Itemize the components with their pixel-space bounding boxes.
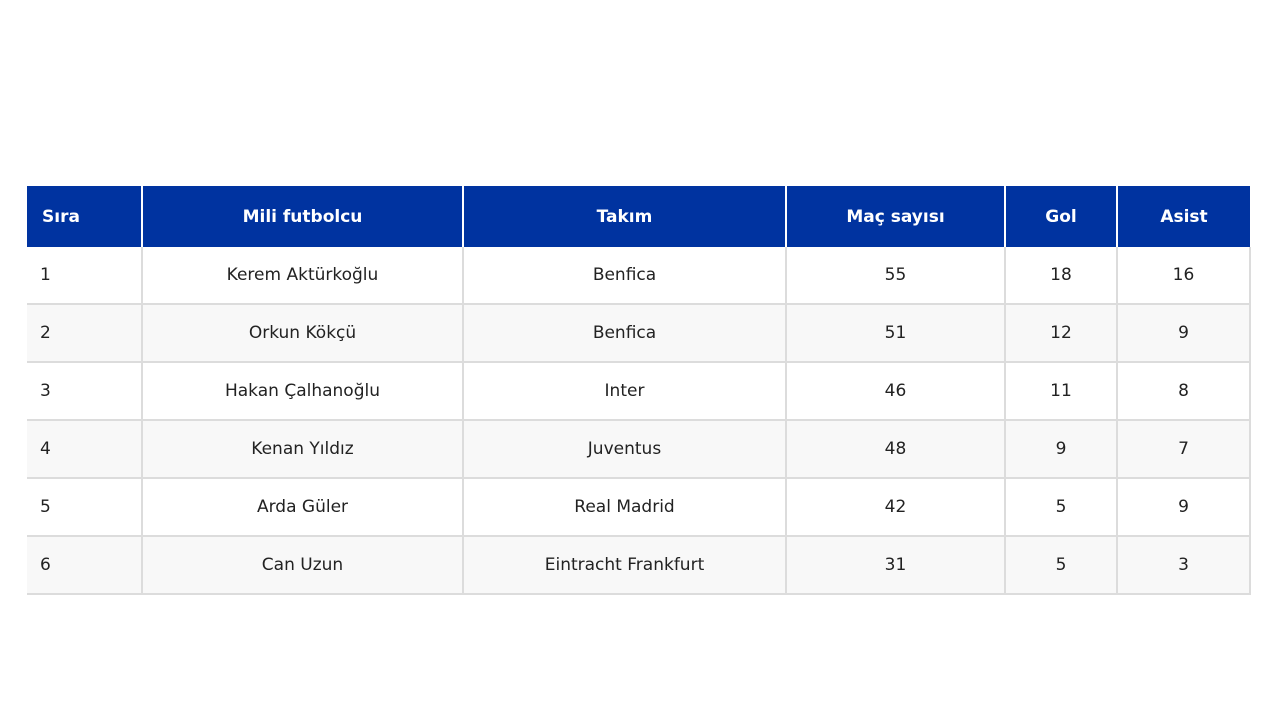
cell-goals: 12 bbox=[1004, 304, 1117, 363]
header-matches: Maç sayısı bbox=[785, 186, 1005, 247]
cell-team: Benfica bbox=[462, 304, 786, 363]
cell-matches: 51 bbox=[785, 304, 1005, 363]
cell-matches: 55 bbox=[785, 247, 1005, 305]
cell-matches: 48 bbox=[785, 420, 1005, 479]
cell-goals: 9 bbox=[1004, 420, 1117, 479]
cell-goals: 11 bbox=[1004, 362, 1117, 421]
cell-assists: 3 bbox=[1116, 536, 1251, 595]
table-row: 4 Kenan Yıldız Juventus 48 9 7 bbox=[27, 420, 1251, 479]
cell-rank: 2 bbox=[27, 304, 142, 363]
cell-player: Arda Güler bbox=[141, 478, 463, 537]
header-team: Takım bbox=[462, 186, 786, 247]
cell-assists: 7 bbox=[1116, 420, 1251, 479]
cell-player: Hakan Çalhanoğlu bbox=[141, 362, 463, 421]
cell-matches: 42 bbox=[785, 478, 1005, 537]
cell-team: Real Madrid bbox=[462, 478, 786, 537]
table-header: Sıra Mili futbolcu Takım Maç sayısı Gol … bbox=[27, 186, 1250, 247]
cell-player: Kerem Aktürkoğlu bbox=[141, 247, 463, 305]
cell-player: Orkun Kökçü bbox=[141, 304, 463, 363]
table-row: 5 Arda Güler Real Madrid 42 5 9 bbox=[27, 478, 1251, 537]
cell-goals: 18 bbox=[1004, 247, 1117, 305]
cell-assists: 9 bbox=[1116, 478, 1251, 537]
cell-rank: 3 bbox=[27, 362, 142, 421]
table-row: 2 Orkun Kökçü Benfica 51 12 9 bbox=[27, 304, 1251, 363]
cell-player: Kenan Yıldız bbox=[141, 420, 463, 479]
cell-team: Juventus bbox=[462, 420, 786, 479]
cell-goals: 5 bbox=[1004, 478, 1117, 537]
cell-team: Benfica bbox=[462, 247, 786, 305]
cell-matches: 46 bbox=[785, 362, 1005, 421]
cell-team: Inter bbox=[462, 362, 786, 421]
cell-rank: 6 bbox=[27, 536, 142, 595]
cell-team: Eintracht Frankfurt bbox=[462, 536, 786, 595]
cell-rank: 1 bbox=[27, 247, 142, 305]
stats-table: Sıra Mili futbolcu Takım Maç sayısı Gol … bbox=[27, 186, 1251, 595]
table-row: 1 Kerem Aktürkoğlu Benfica 55 18 16 bbox=[27, 247, 1251, 305]
header-goals: Gol bbox=[1004, 186, 1117, 247]
cell-rank: 4 bbox=[27, 420, 142, 479]
header-player: Mili futbolcu bbox=[141, 186, 463, 247]
cell-rank: 5 bbox=[27, 478, 142, 537]
header-assists: Asist bbox=[1116, 186, 1250, 247]
header-rank: Sıra bbox=[27, 186, 142, 247]
cell-assists: 8 bbox=[1116, 362, 1251, 421]
header-row: Sıra Mili futbolcu Takım Maç sayısı Gol … bbox=[27, 186, 1250, 247]
cell-goals: 5 bbox=[1004, 536, 1117, 595]
cell-assists: 16 bbox=[1116, 247, 1251, 305]
table-row: 6 Can Uzun Eintracht Frankfurt 31 5 3 bbox=[27, 536, 1251, 595]
table-body: 1 Kerem Aktürkoğlu Benfica 55 18 16 2 Or… bbox=[27, 247, 1251, 595]
table-row: 3 Hakan Çalhanoğlu Inter 46 11 8 bbox=[27, 362, 1251, 421]
cell-matches: 31 bbox=[785, 536, 1005, 595]
cell-player: Can Uzun bbox=[141, 536, 463, 595]
cell-assists: 9 bbox=[1116, 304, 1251, 363]
